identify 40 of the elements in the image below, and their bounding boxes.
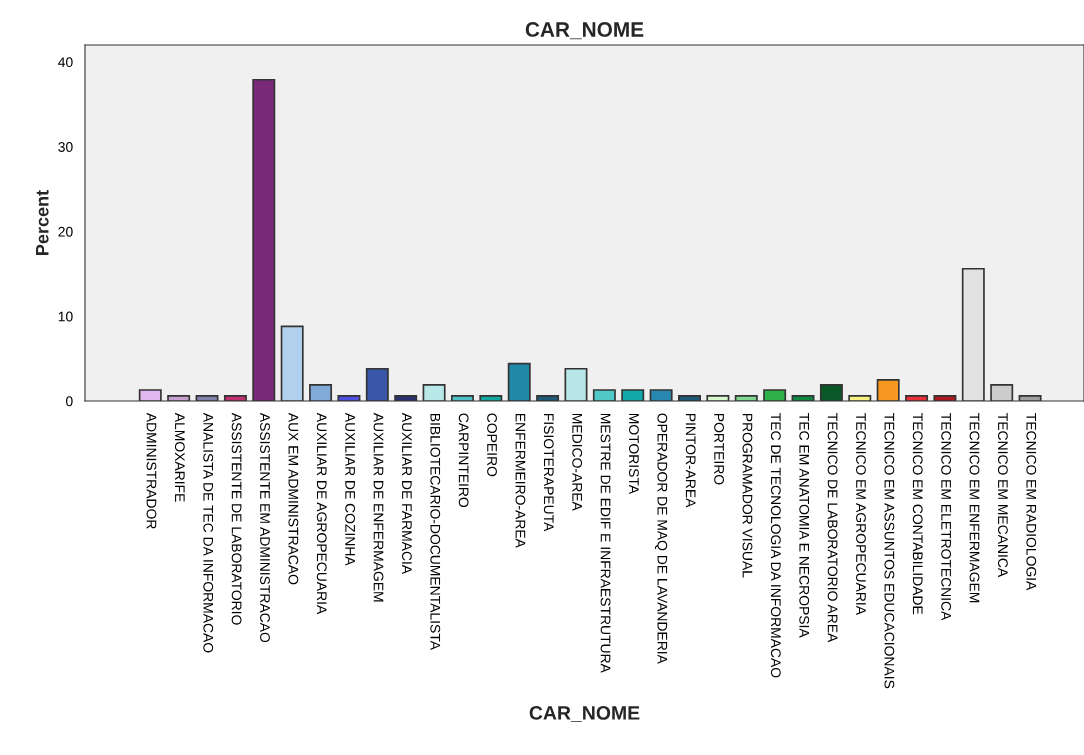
- x-tick-label: PINTOR-AREA: [685, 413, 696, 508]
- x-tick-label: TEC DE TECNOLOGIA DA INFORMACAO: [770, 413, 781, 678]
- x-tick-label: MEDICO-AREA: [572, 413, 583, 511]
- y-tick-label: 30: [58, 142, 73, 152]
- x-tick-label: ALMOXARIFE: [174, 412, 185, 502]
- x-tick-label: AUXILIAR DE ENFERMAGEM: [373, 412, 384, 602]
- x-tick-label: PORTEIRO: [714, 413, 724, 485]
- x-tick-label: ASSISTENTE DE LABORATORIO: [231, 412, 242, 625]
- x-tick-label: FISIOTERAPEUTA: [543, 413, 554, 532]
- x-axis-title: CAR_NOME: [529, 706, 640, 722]
- x-tick-label: TECNICO EM ASSUNTOS EDUCACIONAIS: [884, 413, 895, 689]
- x-tick-label: ASSISTENTE EM ADMINISTRACAO: [260, 412, 270, 643]
- x-tick-label: TECNICO DE LABORATORIO AREA: [827, 413, 838, 643]
- y-tick-label: 10: [58, 311, 73, 322]
- chart-title: CAR_NOME: [525, 22, 644, 40]
- x-tick-label: TECNICO EM MECANICA: [997, 413, 1008, 578]
- x-tick-label: AUX EM ADMINISTRACAO: [288, 412, 299, 585]
- x-tick-label: PROGRAMADOR VISUAL: [742, 413, 753, 578]
- x-tick-label: COPEIRO: [487, 413, 497, 477]
- x-tick-label: ANALISTA DE TEC DA INFORMACAO: [203, 412, 214, 653]
- y-tick-label: 0: [66, 396, 73, 407]
- x-tick-label: AUXILIAR DE COZINHA: [345, 412, 356, 566]
- y-axis-title: Percent: [36, 190, 49, 255]
- x-tick-label: TECNICO EM ENFERMAGEM: [969, 413, 980, 603]
- x-tick-label: ADMINISTRADOR: [146, 412, 157, 529]
- x-tick-label: TECNICO EM AGROPECUARIA: [856, 413, 866, 615]
- x-tick-label: OPERADOR DE MAQ DE LAVANDERIA: [654, 413, 668, 664]
- x-tick-label: BIBLIOTECARIO-DOCUMENTALISTA: [430, 413, 441, 650]
- x-tick-label: ENFERMEIRO-AREA: [515, 413, 526, 548]
- x-tick-label: TECNICO EM RADIOLOGIA: [1026, 413, 1037, 591]
- x-tick-label: MESTRE DE EDIF E INFRAESTRUTURA: [600, 413, 611, 673]
- x-tick-label: AUXILIAR DE AGROPECUARIA: [316, 412, 327, 615]
- x-tick-label: TECNICO EM ELETROTECNICA: [941, 413, 952, 621]
- x-tick-label: TECNICO EM CONTABILIDADE: [912, 413, 923, 615]
- y-tick-label: 40: [58, 57, 73, 68]
- y-tick-label: 20: [58, 226, 73, 237]
- x-tick-label: AUXILIAR DE FARMACIA: [401, 412, 412, 575]
- x-tick-label: CARPINTEIRO: [458, 413, 469, 508]
- x-tick-label: TEC EM ANATOMIA E NECROPSIA: [799, 413, 810, 638]
- x-tick-label: MOTORISTA: [629, 413, 639, 495]
